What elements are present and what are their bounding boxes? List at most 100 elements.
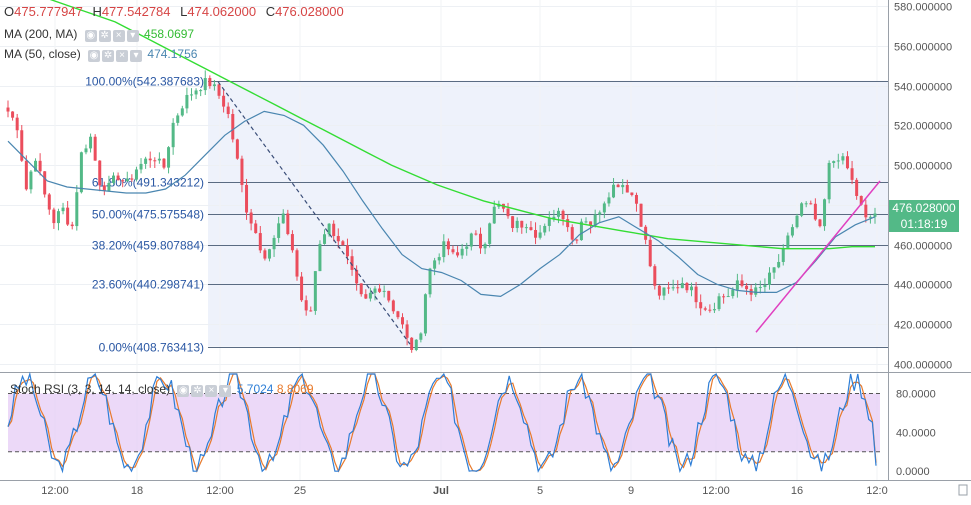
ma50-line [7,110,876,298]
price-axis[interactable]: 580.000000 560.000000 540.000000 520.000000… [894,2,952,372]
stoch-d-line [7,373,877,473]
time-tick-label: 9 [628,485,634,497]
candle-body [47,194,51,210]
ma200-value: 458.0697 [144,27,195,41]
ma50-buttons[interactable]: ◉ ✲ × ▾ [88,47,144,63]
candle-body [433,260,437,269]
candle-body [653,266,657,286]
candle-body [524,227,528,229]
close-icon[interactable]: × [116,50,129,63]
candle-body [758,287,762,289]
candle-body [864,204,868,218]
stoch-legend[interactable]: Stoch RSI (3, 3, 14, 14, close) ◉ ✲ × ▾ 5.7… [10,382,314,398]
more-icon[interactable]: ▾ [126,30,139,43]
close-icon[interactable]: × [112,30,125,43]
time-tick-label: 12:00 [41,485,69,497]
candle-body [735,280,739,290]
eye-icon[interactable]: ◉ [84,30,97,43]
ma200-buttons[interactable]: ◉ ✲ × ▾ [84,27,141,43]
candle-body [180,108,184,116]
candle-body [240,158,244,185]
stoch-buttons[interactable]: ◉ ✲ × ▾ [177,382,233,398]
candle-body [534,230,538,238]
gear-icon[interactable]: ✲ [191,385,204,398]
candle-body [781,247,785,262]
candle-body [43,171,47,195]
candle-body [456,252,460,256]
candle-body [515,220,519,229]
candle-body [584,221,588,223]
stoch-axis[interactable]: 80.0000 40.0000 0.0000 [896,388,936,478]
candle-body [598,212,602,215]
last-price-label: 476.028000 [892,201,956,215]
candle-body [34,160,38,172]
last-price-box [889,200,959,216]
time-tick-label: 12:0 [866,485,887,497]
candle-body [529,227,533,231]
gear-icon[interactable]: ✲ [102,50,115,63]
candle-body [538,232,542,238]
price-tick-label: 560.000000 [894,42,952,54]
candle-body [772,267,776,273]
candle-body [134,169,138,180]
stoch-label: Stoch RSI (3, 3, 14, 14, close) [10,382,171,396]
eye-icon[interactable]: ◉ [88,50,101,63]
candle-body [144,158,148,164]
time-axis[interactable]: 12:00 18 12:00 25 Jul 5 9 12:00 16 12:0 [41,485,887,497]
candle-body [676,287,680,289]
candle-body [304,300,308,311]
candle-body [579,221,583,241]
more-icon[interactable]: ▾ [130,50,143,63]
candle-body [708,309,712,311]
candle-body [786,235,790,248]
candle-body [254,223,258,234]
candle-body [639,203,643,227]
price-tick-label: 440.000000 [894,280,952,292]
candle-body [465,246,469,249]
stoch-d-value: 8.8069 [276,382,314,396]
candle-body [442,241,446,258]
candle-body [300,276,304,301]
candle-body [66,207,70,225]
candle-body [52,209,56,224]
low-value: 474.062000 [187,4,257,19]
candle-body [295,250,299,277]
candle-body [722,296,726,298]
candle-body [56,211,60,224]
candle-body [235,139,239,159]
close-icon[interactable]: × [205,385,218,398]
candle-body [868,216,872,218]
fib-level-label: 38.20%(459.807884) [92,239,204,253]
candle-body [355,269,359,284]
candle-body [112,175,116,183]
stoch-k-value: 5.7024 [236,382,274,396]
ma200-line [49,0,875,250]
eye-icon[interactable]: ◉ [177,385,190,398]
candle-body [437,257,441,261]
candle-body [777,261,781,268]
ma200-legend[interactable]: MA (200, MA) ◉ ✲ × ▾ 458.0697 [4,27,195,43]
candle-body [387,290,391,301]
candle-body [226,106,230,115]
stoch-rsi-pane [7,371,880,474]
ma50-legend[interactable]: MA (50, close) ◉ ✲ × ▾ 474.1756 [4,47,197,63]
ma200-label: MA (200, MA) [4,27,78,41]
candle-body [589,221,593,226]
candle-body [162,158,166,168]
candle-body [345,245,349,257]
candle-body [680,283,684,289]
candle-body [740,280,744,286]
candle-body [130,178,134,180]
candle-body [703,308,707,310]
candle-body [167,147,171,168]
candle-body [368,292,372,299]
candle-body [396,311,400,318]
settings-corner-icon[interactable] [958,484,968,496]
gear-icon[interactable]: ✲ [98,30,111,43]
candle-body [139,163,143,170]
candle-body [245,184,249,213]
candle-body [767,272,771,285]
candle-body [24,160,28,190]
more-icon[interactable]: ▾ [219,385,232,398]
